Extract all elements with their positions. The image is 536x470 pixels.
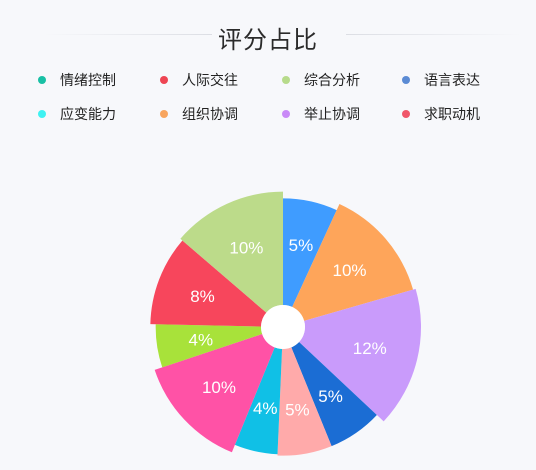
slice-label: 12% xyxy=(353,339,387,358)
legend-item[interactable]: 语言表达 xyxy=(402,70,480,90)
slice-label: 10% xyxy=(229,238,263,257)
pie-slice[interactable] xyxy=(291,342,377,447)
slice-label: 4% xyxy=(189,330,214,349)
legend-item[interactable]: 综合分析 xyxy=(282,70,360,90)
legend-swatch xyxy=(282,76,290,84)
pie-slice[interactable] xyxy=(299,288,422,422)
chart-header: 评分占比 xyxy=(0,14,536,54)
chart-title: 评分占比 xyxy=(218,27,318,54)
slice-label: 5% xyxy=(289,236,314,255)
title-divider-left xyxy=(44,34,212,35)
slice-label: 5% xyxy=(318,387,343,406)
legend-swatch xyxy=(402,76,410,84)
legend-label: 组织协调 xyxy=(182,106,238,122)
pie-slice[interactable] xyxy=(234,347,283,455)
legend-item[interactable]: 组织协调 xyxy=(160,104,238,124)
legend-label: 人际交往 xyxy=(182,72,238,88)
slice-label: 5% xyxy=(285,401,310,420)
legend-swatch xyxy=(38,76,46,84)
legend-swatch xyxy=(160,76,168,84)
legend-item[interactable]: 人际交往 xyxy=(160,70,238,90)
legend-item[interactable]: 应变能力 xyxy=(38,104,116,124)
legend-label: 应变能力 xyxy=(60,106,116,122)
legend-label: 综合分析 xyxy=(304,72,360,88)
legend-swatch xyxy=(160,110,168,118)
pie-slice[interactable] xyxy=(277,347,332,456)
legend-item[interactable]: 举止协调 xyxy=(282,104,360,124)
legend-label: 举止协调 xyxy=(304,106,360,122)
title-divider-right xyxy=(346,34,522,35)
pie-slice[interactable] xyxy=(180,191,283,313)
legend-item[interactable]: 求职动机 xyxy=(402,104,480,124)
legend-swatch xyxy=(402,110,410,118)
legend-label: 情绪控制 xyxy=(60,72,116,88)
pie-slice[interactable] xyxy=(150,240,267,327)
slice-label: 8% xyxy=(190,287,215,306)
pie-slice[interactable] xyxy=(283,198,337,308)
legend-item[interactable]: 情绪控制 xyxy=(38,70,116,90)
legend-label: 语言表达 xyxy=(424,72,480,88)
pie-center-hole xyxy=(261,305,305,349)
legend-label: 求职动机 xyxy=(424,106,480,122)
pie-slice[interactable] xyxy=(292,204,414,321)
slice-label: 10% xyxy=(333,261,367,280)
slice-label: 4% xyxy=(253,399,278,418)
legend-swatch xyxy=(282,110,290,118)
slice-label: 10% xyxy=(202,378,236,397)
chart-legend: 情绪控制 人际交往 综合分析 语言表达应变能力 组织协调 举止协调 求职动机 xyxy=(0,0,536,140)
legend-swatch xyxy=(38,110,46,118)
pie-slice[interactable] xyxy=(154,333,275,453)
pie-slice[interactable] xyxy=(155,324,263,368)
